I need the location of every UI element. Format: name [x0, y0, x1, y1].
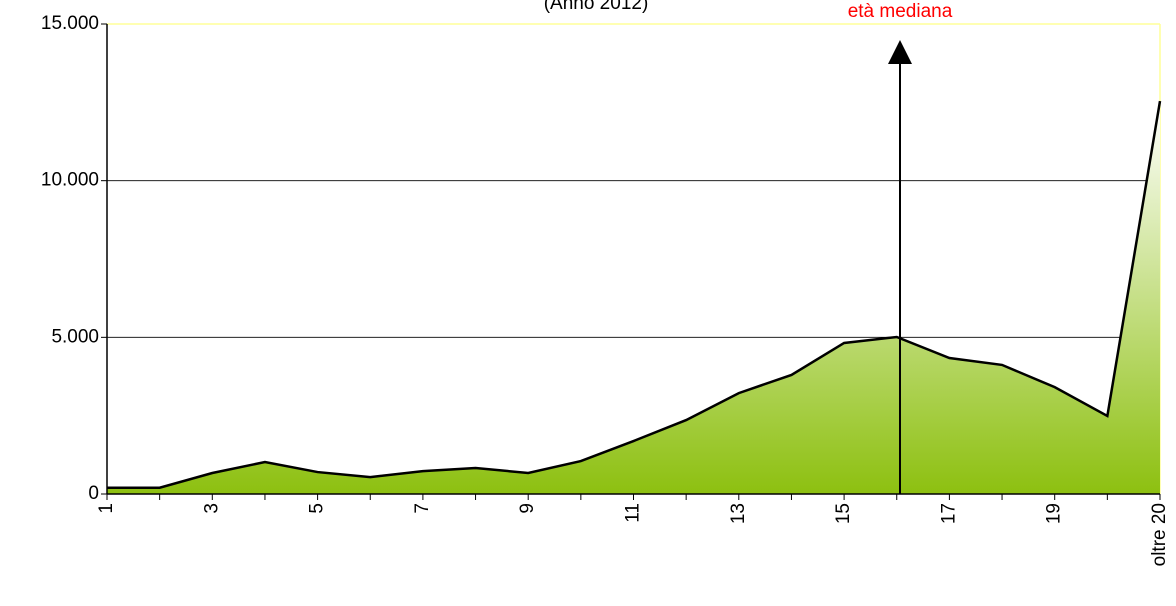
x-tick-label: 9 [517, 503, 538, 514]
area [107, 101, 1160, 494]
x-tick-label: 7 [412, 503, 433, 514]
x-tick-label: 19 [1044, 503, 1065, 524]
x-tick-label: 11 [623, 503, 644, 523]
x-tick-label: 17 [938, 503, 959, 524]
x-tick-label: 13 [728, 503, 749, 524]
line [107, 100, 1162, 489]
y-tick-label: 10.000 [41, 170, 99, 191]
x-tick-label: 5 [307, 503, 328, 514]
chart-title: (Anno 2012) [544, 0, 649, 14]
x-tick-label: 1 [96, 503, 117, 514]
y-tick-label: 5.000 [51, 326, 99, 347]
y-tick-label: 0 [88, 483, 99, 504]
x-tick-label: 3 [201, 503, 222, 514]
y-tick-label: 15.000 [41, 13, 99, 34]
x-tick-label: 15 [833, 503, 854, 524]
arrow-head [888, 40, 912, 64]
annotation: età mediana [848, 1, 953, 22]
x-tick-label: oltre 20 [1149, 503, 1170, 566]
